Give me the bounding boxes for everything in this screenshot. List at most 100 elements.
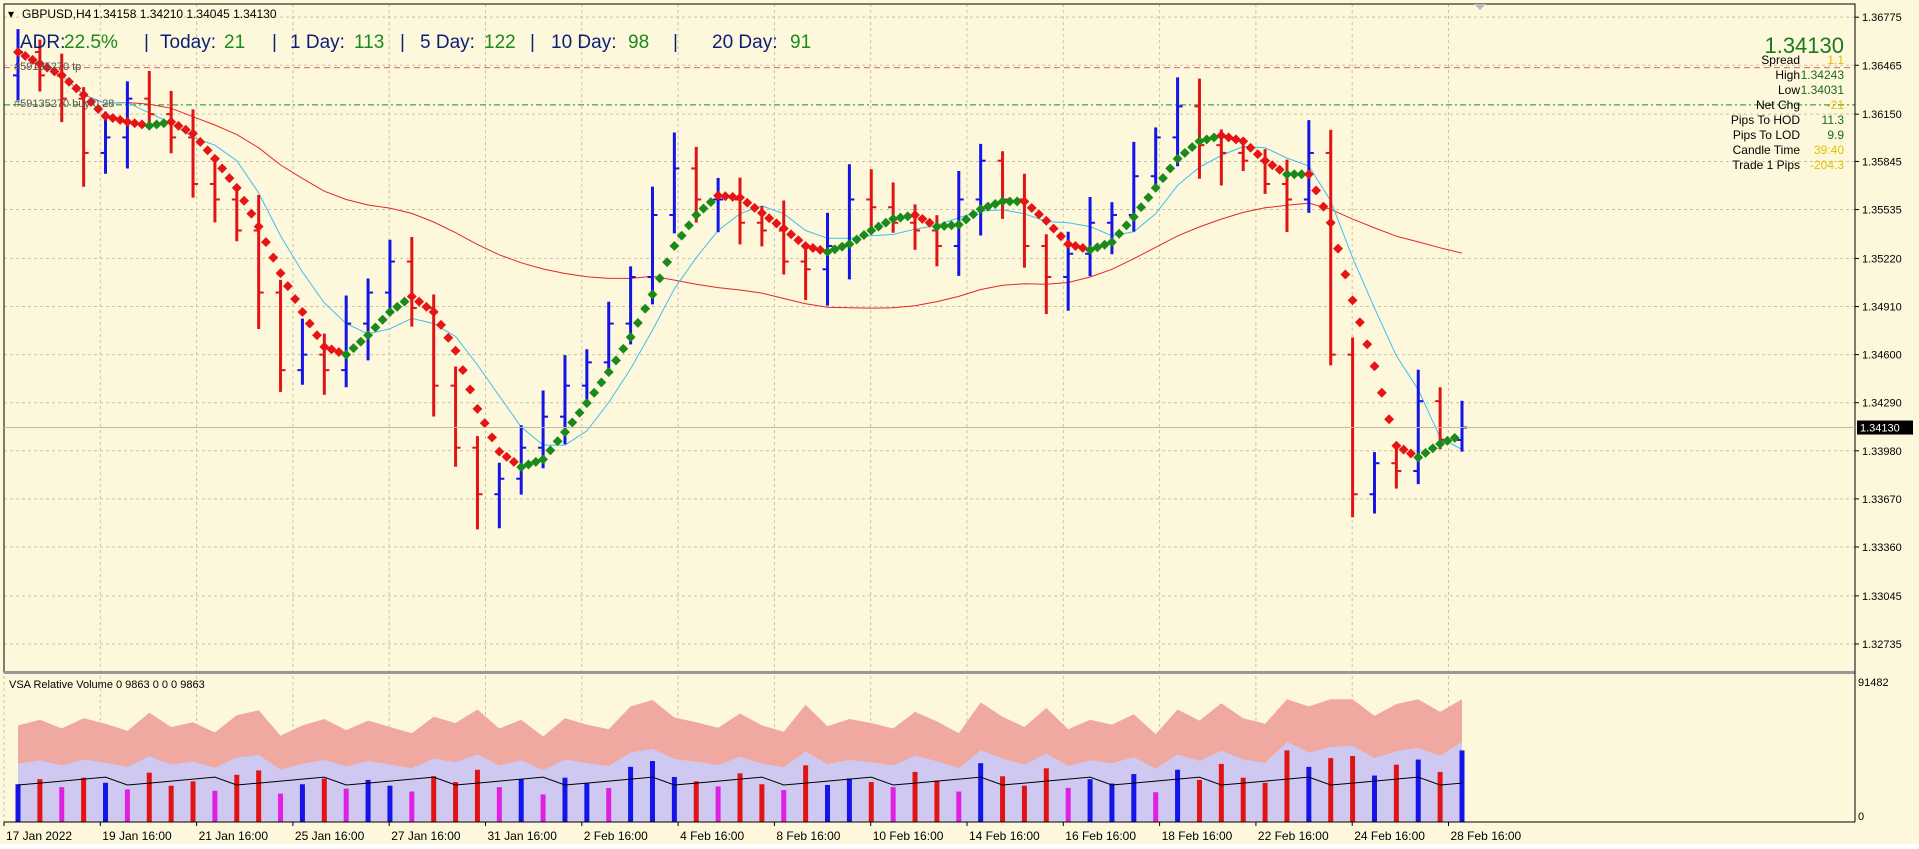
trend-dot <box>1362 339 1373 350</box>
trend-dot <box>603 367 614 378</box>
trend-dot <box>1398 444 1409 455</box>
grid <box>3 4 1855 822</box>
trend-dot <box>209 153 220 164</box>
info-row-value: 1.34031 <box>1801 83 1845 97</box>
separator: | <box>400 32 405 53</box>
volume-bar <box>562 777 568 822</box>
time-tick-label: 22 Feb 16:00 <box>1258 829 1329 843</box>
volume-bar <box>453 782 459 822</box>
volume-bar <box>715 786 721 822</box>
d1-value: 113 <box>354 32 384 53</box>
trend-dot <box>107 113 118 123</box>
trend-dot <box>239 195 250 206</box>
trend-dot <box>1376 387 1387 398</box>
info-row-value: -21 <box>1827 98 1845 112</box>
trend-dot <box>20 51 31 61</box>
volume-bar <box>299 784 305 822</box>
trend-dot <box>202 145 213 156</box>
trend-dot <box>494 446 505 457</box>
trend-dot <box>1077 242 1088 253</box>
info-row-label: Low <box>1778 83 1800 97</box>
trend-dot <box>348 343 359 354</box>
volume-bar <box>1284 750 1290 822</box>
trend-dot <box>574 407 585 418</box>
dropdown-arrow-icon[interactable]: ▾ <box>8 7 14 21</box>
info-row-value: 9.9 <box>1827 128 1844 142</box>
trend-dot <box>589 387 600 398</box>
trend-dot <box>27 54 38 65</box>
d20-value: 91 <box>790 32 811 53</box>
trend-dot <box>1252 149 1263 160</box>
order-lines <box>4 67 1855 106</box>
volume-bar <box>518 779 524 822</box>
trend-dot <box>465 384 476 395</box>
trend-dot <box>85 96 96 107</box>
trend-dot <box>640 303 651 314</box>
trend-dot <box>851 234 862 245</box>
order-buy-label: #59135270 buy 0.28 <box>14 98 114 110</box>
trend-dot <box>246 208 257 219</box>
info-row-label: Spread <box>1761 53 1800 67</box>
price-tick-label: 1.36465 <box>1862 60 1902 72</box>
price-tick-label: 1.33045 <box>1862 591 1902 603</box>
volume-bar <box>278 793 284 822</box>
volume-bar <box>1109 783 1115 822</box>
volume-bar <box>1437 771 1443 822</box>
info-price: 1.34130 <box>1764 33 1844 58</box>
info-row-value: -204.3 <box>1810 158 1844 172</box>
trend-dot <box>1405 448 1416 459</box>
trend-dot <box>479 418 490 429</box>
info-row-label: Net Chg <box>1756 98 1800 112</box>
volume-indicator-title: VSA Relative Volume 0 9863 0 0 0 9863 <box>9 679 205 691</box>
volume-bar <box>540 794 546 822</box>
current-price-tag <box>1857 420 1913 435</box>
volume-bar <box>649 761 655 822</box>
trend-dot <box>399 296 410 307</box>
trend-dot <box>1435 438 1446 449</box>
time-tick-label: 28 Feb 16:00 <box>1451 829 1522 843</box>
trend-dot <box>436 319 446 330</box>
d20-label: 20 Day: <box>712 32 777 53</box>
volume-bar <box>81 777 87 822</box>
trend-dot <box>888 213 899 224</box>
price-tick-label: 1.33980 <box>1862 446 1902 458</box>
volume-bar <box>781 790 787 822</box>
volume-bar <box>146 772 152 822</box>
trend-dot <box>1150 182 1161 193</box>
trend-dot <box>56 70 67 81</box>
volume-bar <box>37 779 43 822</box>
d1-label: 1 Day: <box>290 32 345 53</box>
volume-bar <box>212 790 218 822</box>
info-row-value: 1.34243 <box>1801 68 1845 82</box>
separator: | <box>673 32 678 53</box>
trend-dot <box>1369 361 1380 372</box>
price-tick-label: 1.35220 <box>1862 253 1902 265</box>
volume-bar <box>671 776 677 822</box>
volume-bar <box>1065 787 1071 822</box>
adr-label: ADR: <box>20 32 65 53</box>
trend-dot <box>895 212 906 223</box>
trend-dot <box>268 252 279 263</box>
trend-dot <box>800 241 811 251</box>
trend-dot <box>1172 153 1183 164</box>
time-tick-label: 19 Jan 16:00 <box>102 829 172 843</box>
trend-dot <box>545 445 556 456</box>
volume-bar <box>934 780 940 822</box>
trend-dot <box>421 301 432 312</box>
info-row-label: Candle Time <box>1733 143 1801 157</box>
volume-bar <box>912 771 918 822</box>
trend-dot <box>953 219 964 230</box>
volume-max-label: 91482 <box>1858 677 1889 689</box>
volume-bar <box>868 782 874 822</box>
scroll-marker-icon[interactable] <box>1474 4 1486 10</box>
trend-dot <box>647 289 658 300</box>
volume-bar <box>759 784 765 822</box>
trend-dot <box>188 128 198 139</box>
trend-dot <box>611 355 621 366</box>
trend-dot <box>1179 147 1190 158</box>
volume-bar <box>387 785 393 822</box>
volume-bar <box>978 763 984 822</box>
